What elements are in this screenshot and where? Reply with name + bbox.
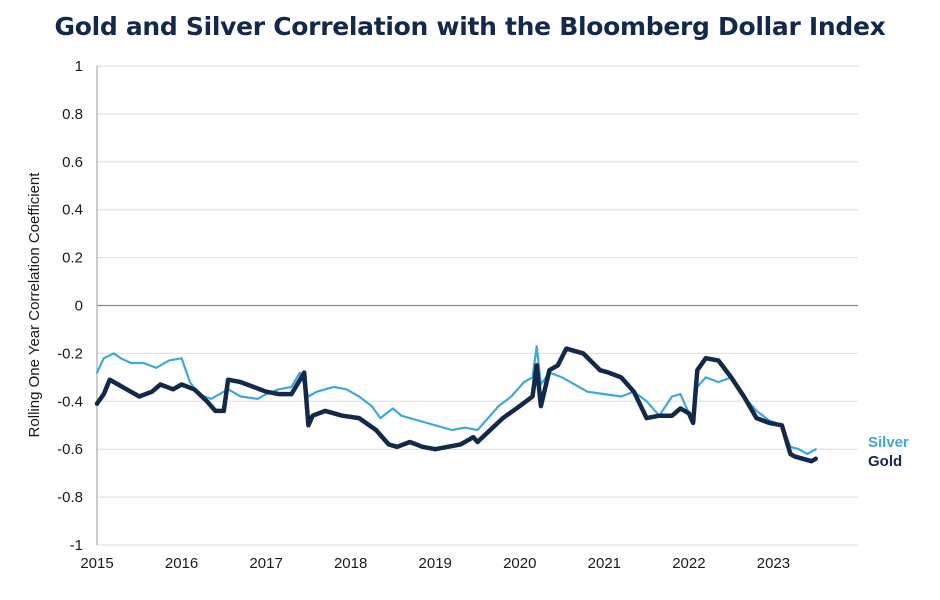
y-tick-label: 0.2 (62, 250, 83, 267)
y-tick-label: -1 (70, 537, 83, 554)
x-tick-label: 2017 (249, 555, 282, 572)
y-tick-label: -0.2 (57, 345, 83, 362)
y-tick-label: 1 (75, 58, 83, 75)
y-axis-ticks: 1 0.8 0.6 0.4 0.2 0 -0.2 -0.4 -0.6 -0.8 -1 (57, 58, 83, 554)
x-tick-label: 2018 (334, 555, 367, 572)
y-tick-label: -0.4 (57, 393, 83, 410)
x-tick-label: 2023 (757, 555, 790, 572)
y-tick-label: 0.8 (62, 106, 83, 123)
x-tick-label: 2016 (165, 555, 198, 572)
legend-label-gold: Gold (868, 453, 902, 470)
series-lines (94, 345, 818, 464)
y-axis-label: Rolling One Year Correlation Coefficient (26, 172, 43, 438)
x-tick-label: 2019 (419, 555, 452, 572)
x-axis-ticks: 2015 2016 2017 2018 2019 2020 2021 2022 2023 (80, 555, 790, 572)
y-tick-label: 0.4 (62, 202, 83, 219)
x-tick-label: 2015 (80, 555, 113, 572)
y-tick-label: -0.6 (57, 441, 83, 458)
legend: Silver Gold (868, 434, 909, 470)
chart-title: Gold and Silver Correlation with the Blo… (54, 12, 886, 41)
series-line-gold (94, 346, 818, 464)
gridlines (96, 65, 858, 546)
x-tick-label: 2020 (503, 555, 536, 572)
y-tick-label: -0.8 (57, 489, 83, 506)
x-tick-label: 2021 (588, 555, 621, 572)
legend-label-silver: Silver (868, 434, 909, 451)
y-tick-label: 0 (75, 298, 83, 315)
y-tick-label: 0.6 (62, 154, 83, 171)
x-tick-label: 2022 (672, 555, 705, 572)
